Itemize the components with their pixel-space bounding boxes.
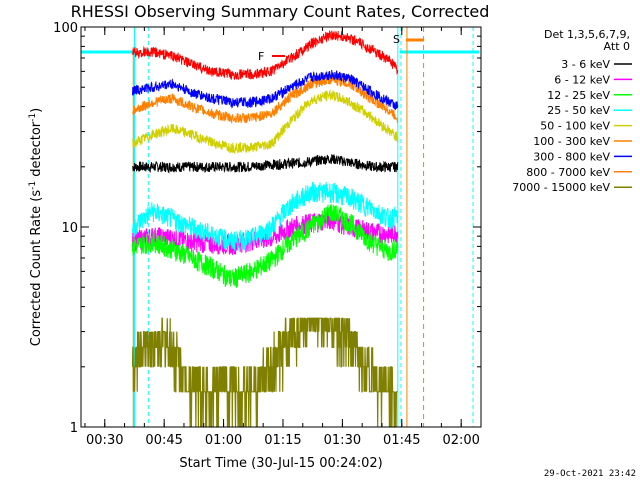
legend-entry-label: 800 - 7000 keV [526,166,610,179]
saa-marker: S [393,33,400,46]
x-tick-label: 00:45 [145,433,182,448]
legend: Det 1,3,5,6,7,9,Att 0 3 - 6 keV 6 - 12 keV… [512,28,632,194]
series-25-50-kev-line [132,181,399,252]
y-axis: 1 10 100 [53,21,481,436]
y-axis-label: Corrected Count Rate (s-1 detector-1) [28,108,44,346]
y-tick-label: 10 [61,221,78,236]
chart-title: RHESSI Observing Summary Count Rates, Co… [71,2,490,21]
series-7000-15000-kev-line [131,317,398,428]
legend-entry-label: 6 - 12 keV [554,73,610,86]
series-top-line [132,30,399,81]
x-axis-label: Start Time (30-Jul-15 00:24:02) [179,456,382,471]
legend-entry-label: 100 - 300 keV [533,135,610,148]
x-tick-label: 01:15 [264,433,301,448]
x-tick-label: 01:30 [324,433,361,448]
series-50-100-kev-line [132,89,399,155]
series-12-25-kev-line [132,203,399,288]
x-axis: 00:30 00:45 01:00 01:15 01:30 01:45 02:00 [84,27,482,448]
plot-area [81,27,480,428]
x-tick-label: 01:00 [205,433,242,448]
legend-entry-label: 7000 - 15000 keV [512,181,610,194]
x-tick-label: 01:45 [383,433,420,448]
legend-entry-label: 300 - 800 keV [533,150,610,163]
flare-marker: F [258,50,264,63]
legend-header: Det 1,3,5,6,7,9, [544,28,630,41]
y-tick-label: 1 [70,421,78,436]
legend-entry-label: 12 - 25 keV [547,89,610,102]
series-300-800-kev-line [132,69,399,110]
legend-entry-label: 3 - 6 keV [561,58,610,71]
legend-header: Att 0 [604,40,630,53]
series-100-300-kev-line [132,74,398,124]
x-tick-label: 00:30 [86,433,123,448]
x-tick-label: 02:00 [442,433,479,448]
series-3-6-kev-line [132,154,399,174]
y-tick-label: 100 [53,21,78,36]
timestamp: 29-Oct-2021 23:42 [544,469,636,479]
legend-entry-label: 50 - 100 keV [540,120,610,133]
legend-entry-label: 25 - 50 keV [547,104,610,117]
